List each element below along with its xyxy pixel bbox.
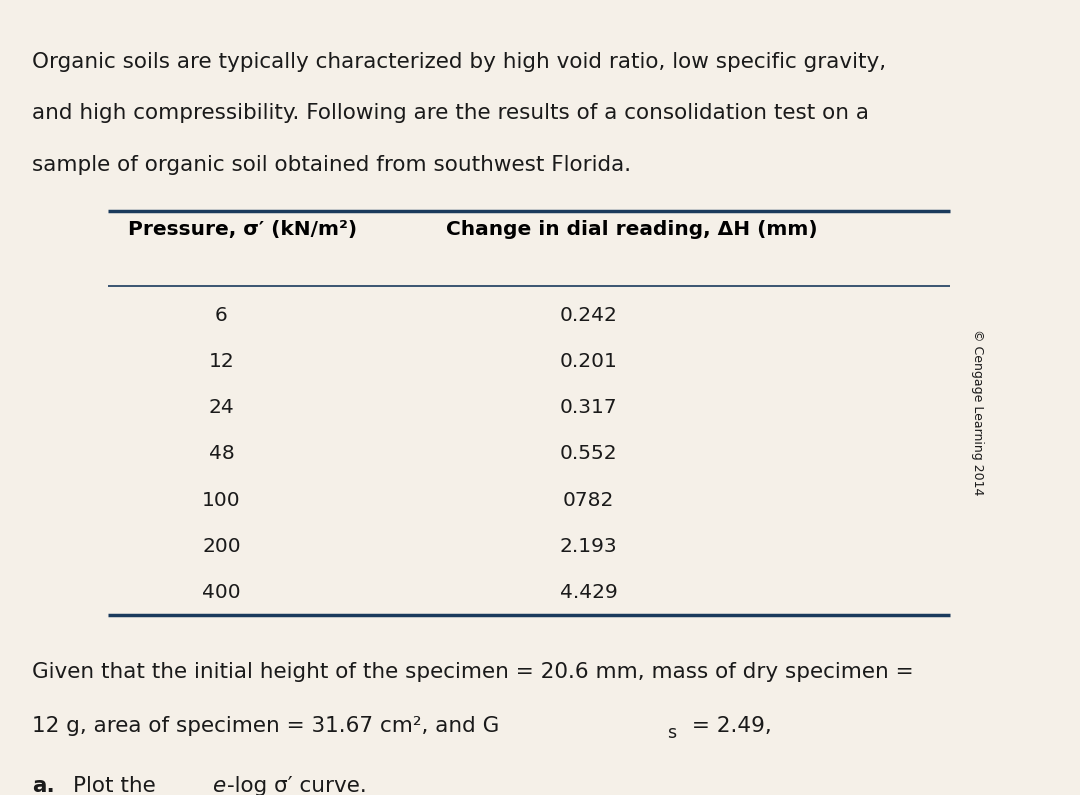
Text: 0.317: 0.317 <box>559 398 618 417</box>
Text: Change in dial reading, ΔH (mm): Change in dial reading, ΔH (mm) <box>446 220 818 239</box>
Text: 12: 12 <box>208 352 234 371</box>
Text: 200: 200 <box>202 537 241 556</box>
Text: Given that the initial height of the specimen = 20.6 mm, mass of dry specimen =: Given that the initial height of the spe… <box>32 662 914 682</box>
Text: e: e <box>212 776 225 795</box>
Text: 0.201: 0.201 <box>559 352 618 371</box>
Text: and high compressibility. Following are the results of a consolidation test on a: and high compressibility. Following are … <box>32 103 869 123</box>
Text: 12 g, area of specimen = 31.67 cm², and G: 12 g, area of specimen = 31.67 cm², and … <box>32 716 500 736</box>
Text: 0782: 0782 <box>563 491 615 510</box>
Text: © Cengage Learning 2014: © Cengage Learning 2014 <box>971 329 984 496</box>
Text: 2.193: 2.193 <box>559 537 618 556</box>
Text: Pressure, σ′ (kN/m²): Pressure, σ′ (kN/m²) <box>129 220 357 239</box>
Text: 24: 24 <box>208 398 234 417</box>
Text: 6: 6 <box>215 306 228 325</box>
Text: 4.429: 4.429 <box>559 583 618 602</box>
Text: sample of organic soil obtained from southwest Florida.: sample of organic soil obtained from sou… <box>32 155 632 175</box>
Text: -log σ′ curve.: -log σ′ curve. <box>227 776 366 795</box>
Text: Organic soils are typically characterized by high void ratio, low specific gravi: Organic soils are typically characterize… <box>32 52 887 72</box>
Text: s: s <box>667 724 676 743</box>
Text: Plot the: Plot the <box>73 776 163 795</box>
Text: = 2.49,: = 2.49, <box>685 716 771 736</box>
Text: 100: 100 <box>202 491 241 510</box>
Text: a.: a. <box>32 776 55 795</box>
Text: 0.242: 0.242 <box>559 306 618 325</box>
Text: 48: 48 <box>208 444 234 463</box>
Text: 0.552: 0.552 <box>559 444 618 463</box>
Text: 400: 400 <box>202 583 241 602</box>
